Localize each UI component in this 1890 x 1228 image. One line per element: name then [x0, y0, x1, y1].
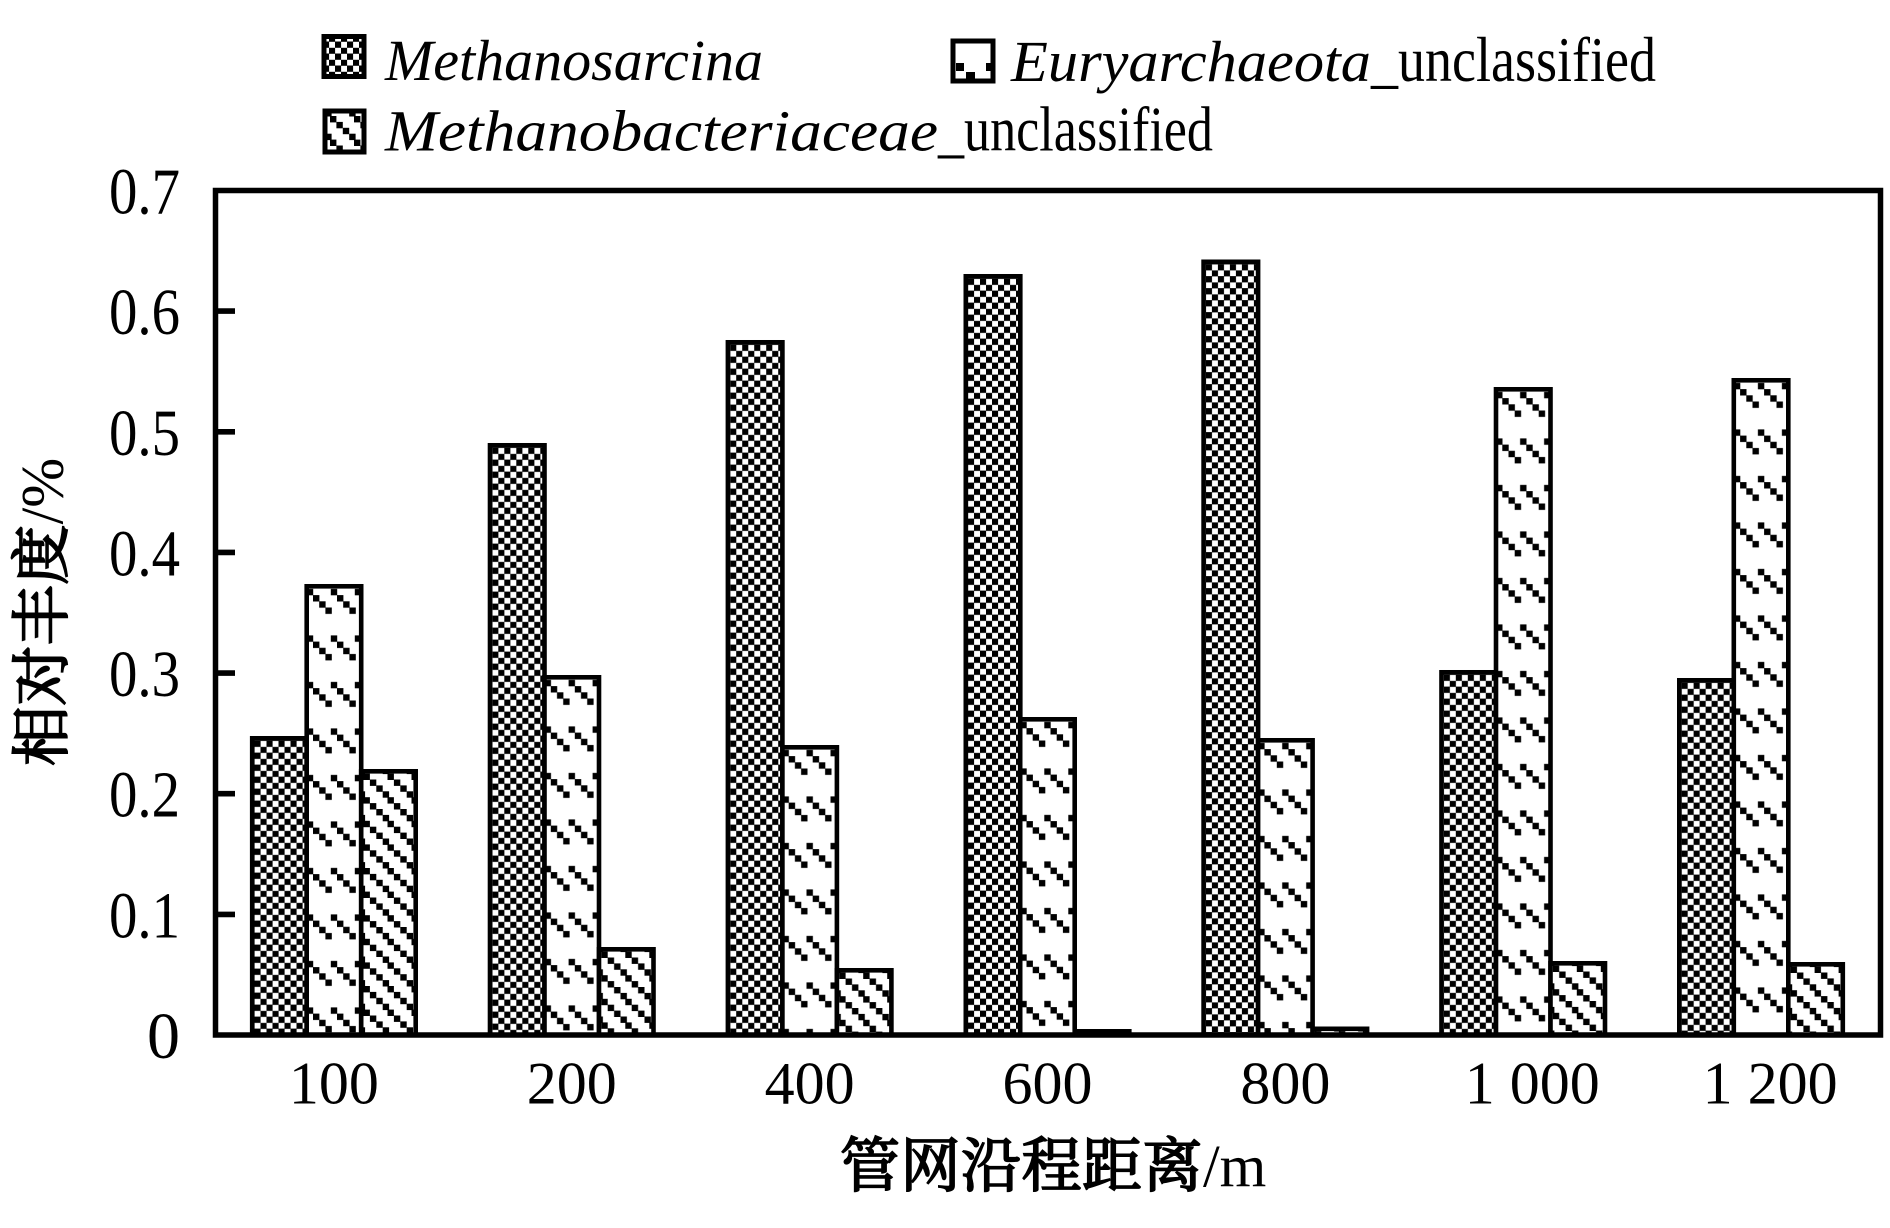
svg-text:1 200: 1 200: [1703, 1051, 1838, 1117]
svg-text:/%: /%: [10, 458, 76, 525]
svg-text:0.3: 0.3: [109, 638, 180, 711]
svg-text:0: 0: [147, 1000, 180, 1073]
svg-text:400: 400: [765, 1051, 855, 1117]
svg-text:200: 200: [527, 1051, 617, 1117]
svg-text:600: 600: [1003, 1051, 1093, 1117]
svg-text:0.5: 0.5: [109, 397, 180, 470]
svg-text:100: 100: [289, 1051, 379, 1117]
svg-text:Methanobacteriaceae_unclassifi: Methanobacteriaceae_unclassified: [384, 95, 1213, 165]
svg-text:800: 800: [1240, 1051, 1330, 1117]
svg-text:0.7: 0.7: [109, 156, 180, 229]
svg-text:Euryarchaeota_unclassified: Euryarchaeota_unclassified: [1010, 25, 1656, 95]
svg-text:/m: /m: [1203, 1134, 1266, 1200]
svg-text:0.2: 0.2: [109, 759, 180, 832]
svg-text:Methanosarcina: Methanosarcina: [384, 28, 763, 93]
svg-text:0.6: 0.6: [109, 276, 180, 349]
svg-text:1 000: 1 000: [1465, 1051, 1600, 1117]
svg-text:0.4: 0.4: [109, 517, 180, 590]
svg-text:0.1: 0.1: [109, 879, 180, 952]
